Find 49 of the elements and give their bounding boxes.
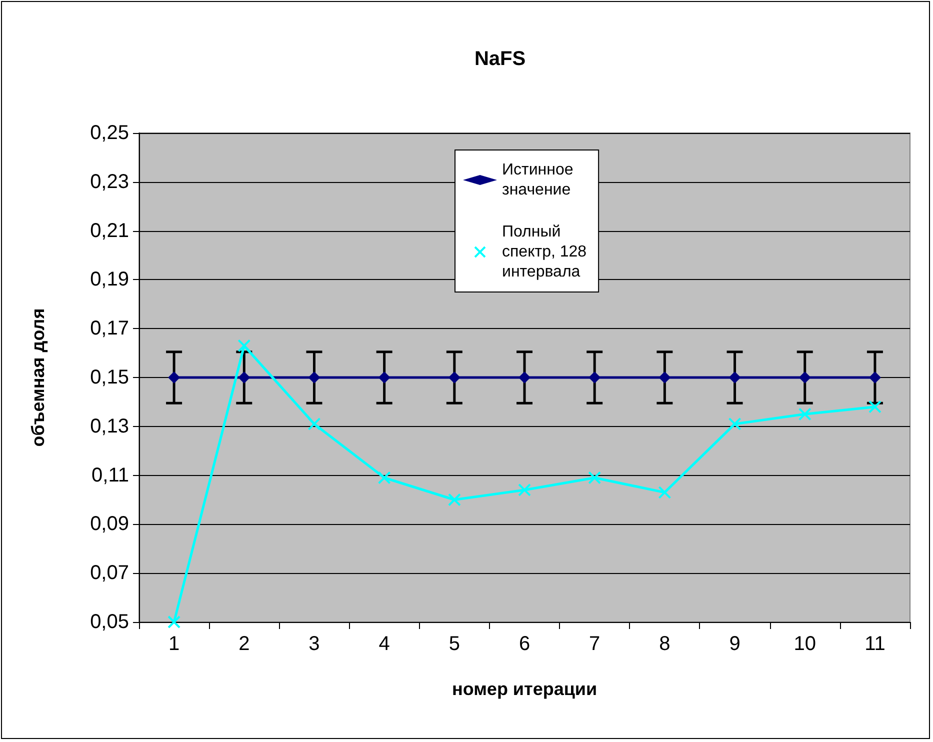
y-tick-label: 0,05 xyxy=(90,611,129,633)
x-tick-label: 9 xyxy=(729,633,740,655)
x-tick-label: 1 xyxy=(168,633,180,655)
x-tick-label: 3 xyxy=(308,633,320,655)
point xyxy=(168,616,181,628)
x-tick-label: 7 xyxy=(589,633,600,655)
y-tick-label: 0,23 xyxy=(90,170,129,193)
x-axis-title: номер итерации xyxy=(452,679,598,699)
legend-label: Полный спектр, 128 интервала xyxy=(502,224,587,280)
y-tick-label: 0,09 xyxy=(90,513,129,536)
point xyxy=(798,408,812,421)
point xyxy=(448,493,461,506)
y-tick-label: 0,11 xyxy=(92,464,129,486)
chart-title: NaFS xyxy=(474,48,526,70)
y-axis-title: объемная доля xyxy=(28,308,48,447)
point xyxy=(868,372,881,384)
x-tick-label: 8 xyxy=(659,633,670,655)
point xyxy=(588,372,601,384)
y-tick-label: 0,13 xyxy=(90,415,129,438)
point xyxy=(728,417,742,430)
point xyxy=(238,372,250,384)
point xyxy=(518,372,530,384)
x-tick-label: 11 xyxy=(864,633,886,655)
x-tick-label: 2 xyxy=(238,633,250,655)
x-tick-label: 10 xyxy=(794,633,816,655)
y-tick-label: 0,17 xyxy=(90,318,129,340)
point xyxy=(518,483,531,496)
point xyxy=(378,471,391,484)
x-tick-label: 5 xyxy=(448,633,460,655)
point xyxy=(448,372,460,384)
legend-label: Истинное значение xyxy=(502,162,574,198)
point xyxy=(238,339,251,352)
point xyxy=(378,372,390,384)
y-tick-label: 0,07 xyxy=(90,562,129,584)
point xyxy=(728,372,741,384)
point xyxy=(308,417,321,430)
x-tick-label: 4 xyxy=(378,633,390,655)
y-tick-label: 0,21 xyxy=(90,220,129,242)
point xyxy=(308,372,320,384)
point xyxy=(588,471,602,484)
y-tick-label: 0,15 xyxy=(90,366,129,388)
point xyxy=(658,486,672,499)
y-tick-label: 0,19 xyxy=(90,268,129,291)
point xyxy=(168,372,180,384)
point xyxy=(798,372,811,384)
y-tick-label: 0,25 xyxy=(90,122,129,144)
point xyxy=(658,372,671,384)
point xyxy=(868,400,882,414)
x-tick-label: 6 xyxy=(518,633,530,655)
